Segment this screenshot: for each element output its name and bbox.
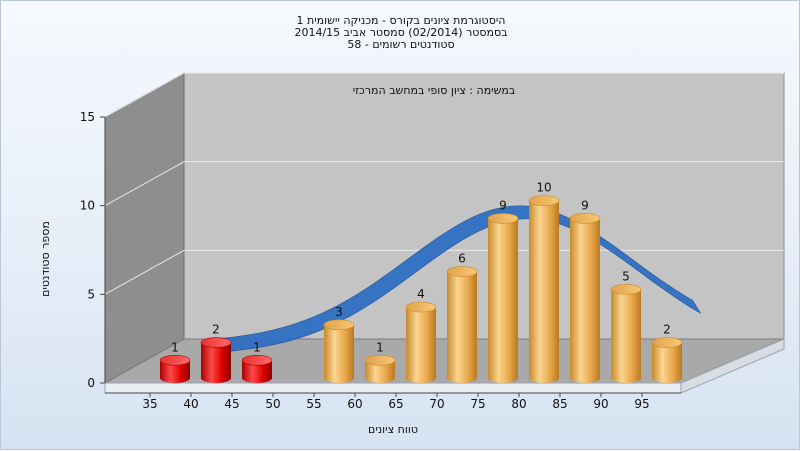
x-tick-label: 85 [552, 397, 567, 411]
curve-ribbon [216, 205, 701, 353]
y-axis-label: מספר סטודנטים [39, 221, 52, 297]
gridline-side [104, 249, 185, 295]
floor-front-edge [104, 382, 682, 394]
bar-body [570, 218, 600, 383]
bar-70: 6 [446, 252, 478, 383]
bar-60: 1 [364, 340, 396, 383]
bars: 1 2 1 3 1 4 6 9 10 9 5 2 [159, 181, 683, 383]
y-axis: 0 5 10 15 [80, 110, 106, 390]
x-tick-label: 95 [634, 397, 649, 411]
bar-value-label: 4 [417, 287, 425, 301]
bar-top [528, 195, 560, 206]
bar-value-label: 1 [171, 340, 179, 354]
bar-value-label: 3 [335, 305, 343, 319]
bar-body [652, 342, 682, 383]
bar-95: 2 [651, 323, 683, 383]
gridline-side [104, 72, 185, 118]
bar-top [159, 354, 191, 366]
x-tick-label: 45 [224, 397, 239, 411]
x-tick-label: 35 [142, 397, 157, 411]
bar-top [323, 319, 355, 331]
y-tick-label: 0 [87, 376, 95, 390]
x-tick-label: 50 [265, 397, 280, 411]
bar-body [529, 200, 559, 383]
bar-45: 1 [241, 340, 273, 383]
bar-85: 9 [569, 198, 601, 383]
y-tick-label: 10 [80, 199, 95, 213]
bar-body [242, 360, 272, 383]
gridlines [104, 72, 784, 295]
chart-title-line-2: בסמסטר (02/2014) סמסטר אביב 2014/15 [294, 26, 508, 39]
y-tick-label: 5 [87, 287, 95, 301]
back-wall [183, 72, 785, 340]
x-tick-label: 70 [429, 397, 444, 411]
bar-value-label: 5 [622, 269, 630, 283]
bar-75: 9 [487, 198, 519, 383]
bar-top [651, 337, 683, 348]
bar-body [406, 307, 436, 383]
bar-value-label: 9 [581, 198, 589, 212]
x-tick-label: 60 [347, 397, 362, 411]
bar-body [324, 324, 354, 383]
floor-right-edge [680, 338, 785, 394]
bar-40: 2 [200, 323, 232, 383]
bar-value-label: 1 [253, 340, 261, 354]
gridline-side [104, 161, 185, 207]
chart-title-line-3: סטודנטים רשומים - 58 [347, 38, 455, 51]
x-tick-label: 55 [306, 397, 321, 411]
bar-55: 3 [323, 305, 355, 383]
bar-body [160, 360, 190, 383]
x-tick-label: 75 [470, 397, 485, 411]
bar-body [611, 289, 641, 383]
bar-value-label: 1 [376, 340, 384, 354]
x-tick-label: 65 [388, 397, 403, 411]
bar-value-label: 2 [212, 323, 220, 337]
bar-value-label: 2 [663, 323, 671, 337]
bar-top [569, 213, 601, 224]
bar-value-label: 6 [458, 252, 466, 266]
bar-35: 1 [159, 340, 191, 383]
chart-subtitle: במשימה : ציון סופי במחשב המרכזי [353, 84, 516, 97]
bar-value-label: 9 [499, 198, 507, 212]
bar-65: 4 [405, 287, 437, 383]
bar-top [405, 301, 437, 313]
bar-body [201, 342, 231, 383]
x-tick-label: 80 [511, 397, 526, 411]
bar-top [610, 284, 642, 295]
bar-80: 10 [528, 181, 560, 383]
bar-top [241, 354, 273, 366]
x-tick-label: 90 [593, 397, 608, 411]
bar-body [365, 360, 395, 383]
chart-title-line-1: היסטוגרמת ציונים בקורס - מכניקה יישומית … [296, 14, 506, 27]
x-tick-label: 40 [183, 397, 198, 411]
bar-top [446, 266, 478, 277]
bar-top [364, 354, 396, 366]
bar-body [447, 271, 477, 383]
bar-90: 5 [610, 269, 642, 383]
normal-distribution-curve [216, 205, 701, 353]
side-wall [104, 72, 185, 384]
bar-top [487, 213, 519, 224]
y-tick-label: 15 [80, 110, 95, 124]
x-axis-label: טווח ציונים [368, 423, 418, 436]
x-axis: 35 40 45 50 55 60 65 70 75 80 85 90 95 [105, 392, 681, 411]
bar-top [200, 337, 232, 348]
bar-body [488, 218, 518, 383]
bar-value-label: 10 [536, 181, 551, 195]
